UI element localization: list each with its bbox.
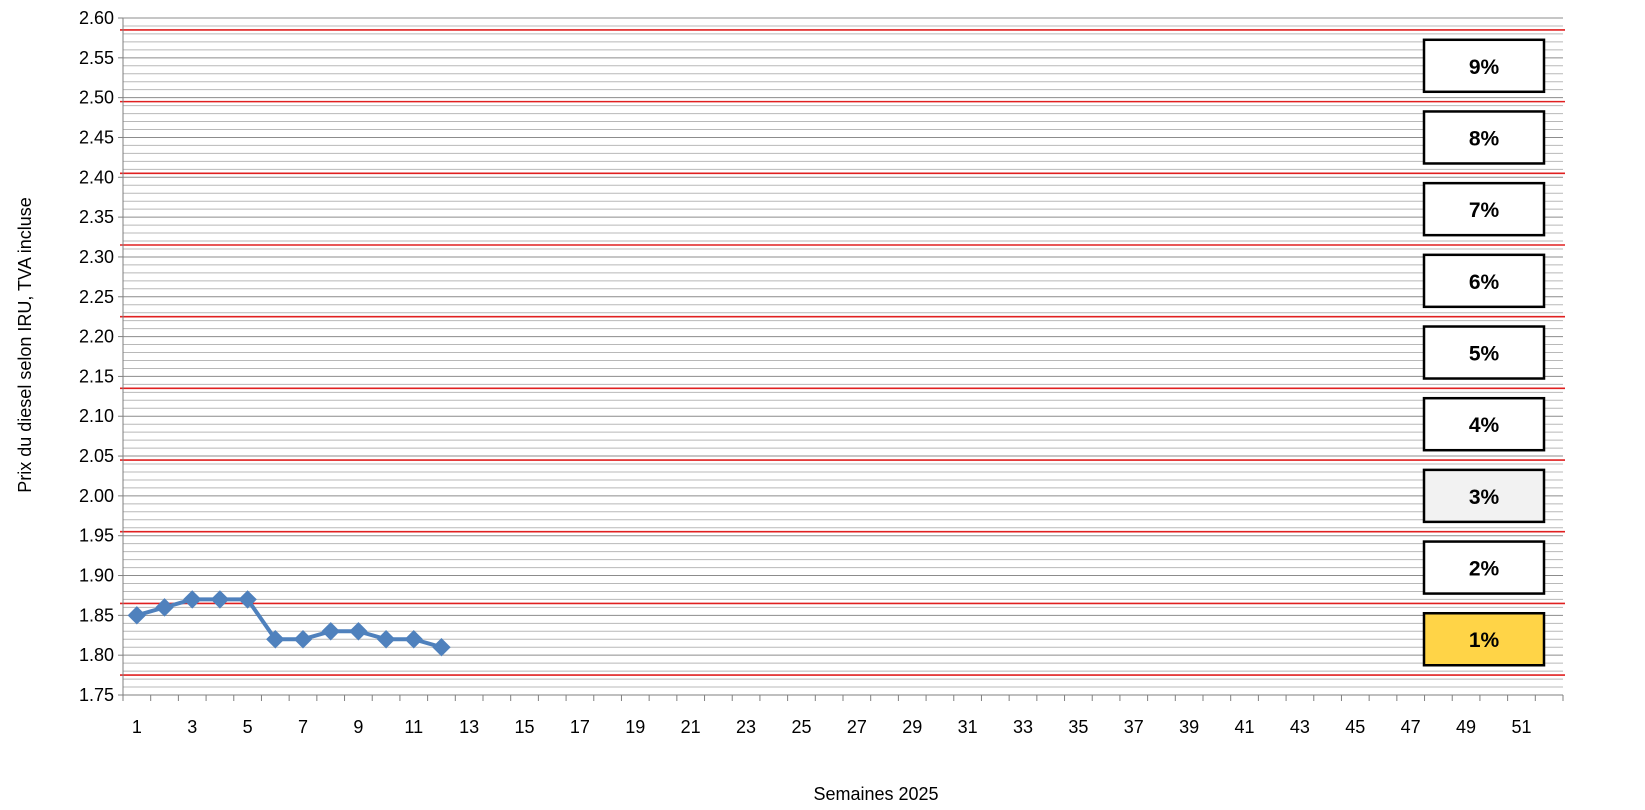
band-labels: 1% 2% 3% 4% 5% 6% 7% 8% 9% xyxy=(1422,38,1546,667)
series-point xyxy=(376,630,396,649)
band-label-text: 6% xyxy=(1469,271,1500,294)
x-tick-label: 21 xyxy=(681,717,701,737)
band-label-box xyxy=(1422,540,1546,595)
band-label-box xyxy=(1422,38,1546,94)
y-tick-label: 1.85 xyxy=(79,605,114,625)
band-label-text: 9% xyxy=(1469,56,1500,79)
band-label-box xyxy=(1422,611,1546,667)
y-tick-label: 2.30 xyxy=(79,247,114,267)
y-tick-label: 2.35 xyxy=(79,207,114,227)
band-label-text: 1% xyxy=(1469,629,1500,652)
series-point xyxy=(321,622,340,641)
x-tick-label: 7 xyxy=(298,717,308,737)
series xyxy=(127,590,451,657)
x-tick-label: 27 xyxy=(847,717,867,737)
y-axis-title: Prix du diesel selon IRU, TVA incluse xyxy=(15,197,35,492)
x-tick-label: 33 xyxy=(1013,717,1033,737)
x-tick-label: 39 xyxy=(1179,717,1199,737)
band-label-box xyxy=(1422,253,1546,309)
series-point xyxy=(293,630,313,649)
band-label-box xyxy=(1422,468,1546,524)
y-tick-label: 2.00 xyxy=(79,486,114,506)
x-tick-label: 11 xyxy=(404,717,423,737)
x-tick-label: 5 xyxy=(243,717,253,737)
series-point xyxy=(432,638,451,657)
x-tick-label: 3 xyxy=(187,717,197,737)
band-label-box xyxy=(1422,110,1546,165)
series-point xyxy=(155,598,174,617)
band-label-text: 3% xyxy=(1469,486,1500,509)
x-tick-label: 35 xyxy=(1068,717,1088,737)
series-point xyxy=(404,630,423,649)
band-label-text: 4% xyxy=(1469,414,1500,437)
x-tick-label: 37 xyxy=(1124,717,1144,737)
y-tick-label: 1.95 xyxy=(79,526,114,546)
y-tick-label: 2.20 xyxy=(79,327,114,347)
x-tick-label: 41 xyxy=(1235,717,1255,737)
x-tick-label: 51 xyxy=(1511,717,1531,737)
axes: 1.75 1.80 1.85 1.90 1.95 2.00 2.05 2.10 2.15 2.20… xyxy=(79,8,1564,737)
series-point xyxy=(349,622,368,641)
y-tick-label: 2.45 xyxy=(79,127,114,147)
y-tick-label: 2.40 xyxy=(79,167,114,187)
x-tick-label: 25 xyxy=(791,717,811,737)
band-label-text: 5% xyxy=(1469,343,1500,366)
y-tick-label: 2.15 xyxy=(79,366,114,386)
series-point xyxy=(266,630,285,649)
grid xyxy=(123,25,1563,688)
x-tick-label: 13 xyxy=(459,717,479,737)
x-tick-label: 19 xyxy=(625,717,645,737)
x-tick-label: 17 xyxy=(570,717,590,737)
x-tick-label: 15 xyxy=(515,717,535,737)
band-label-text: 2% xyxy=(1469,558,1500,581)
band-label-text: 7% xyxy=(1469,199,1500,222)
y-tick-label: 2.10 xyxy=(79,406,114,426)
x-tick-label: 45 xyxy=(1345,717,1365,737)
y-tick-label: 1.90 xyxy=(79,566,114,586)
y-tick-label: 2.50 xyxy=(79,88,114,108)
y-tick-label: 1.80 xyxy=(79,645,114,665)
series-point xyxy=(210,590,230,609)
y-tick-label: 2.25 xyxy=(79,287,114,307)
x-tick-label: 1 xyxy=(132,717,142,737)
x-tick-label: 9 xyxy=(353,717,363,737)
x-tick-label: 47 xyxy=(1401,717,1421,737)
series-point xyxy=(238,590,257,609)
band-label-box xyxy=(1422,325,1546,380)
band-label-box xyxy=(1422,181,1546,237)
x-tick-label: 23 xyxy=(736,717,756,737)
y-tick-label: 2.60 xyxy=(79,8,114,28)
x-tick-label: 43 xyxy=(1290,717,1310,737)
series-point xyxy=(183,590,202,609)
series-point xyxy=(127,606,147,625)
y-tick-label: 2.05 xyxy=(79,446,114,466)
threshold-lines xyxy=(120,29,1565,676)
x-tick-label: 29 xyxy=(902,717,922,737)
x-axis-title: Semaines 2025 xyxy=(813,784,938,804)
y-tick-label: 2.55 xyxy=(79,48,114,68)
y-tick-label: 1.75 xyxy=(79,685,114,705)
x-tick-label: 31 xyxy=(958,717,978,737)
x-tick-label: 49 xyxy=(1456,717,1476,737)
band-label-text: 8% xyxy=(1469,127,1500,150)
band-label-box xyxy=(1422,396,1546,452)
